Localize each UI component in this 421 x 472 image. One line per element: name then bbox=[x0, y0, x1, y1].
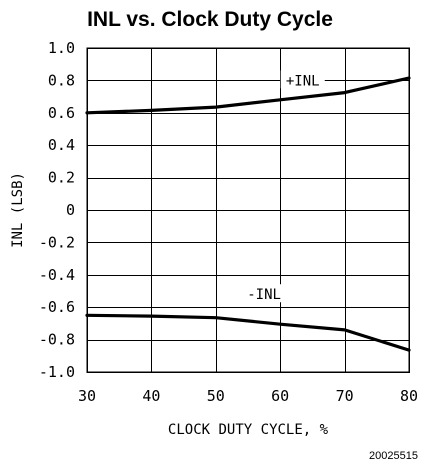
y-tick-label: -0.6 bbox=[39, 298, 75, 316]
x-tick-label: 70 bbox=[336, 387, 354, 405]
series-annotations: +INL -INL bbox=[242, 70, 325, 303]
y-tick-label: 0.8 bbox=[48, 71, 75, 89]
series-annotation-label: -INL bbox=[247, 287, 281, 303]
series-line-minus-inl bbox=[85, 313, 411, 352]
data-series bbox=[85, 76, 411, 352]
x-tick-labels: 30 40 50 60 70 80 bbox=[78, 387, 418, 405]
y-tick-label: 0.2 bbox=[48, 169, 75, 187]
y-tick-label: 0.4 bbox=[48, 136, 75, 154]
y-tick-labels: 1.0 0.8 0.6 0.4 0.2 0 -0.2 -0.4 -0.6 -0.8 -1.0 bbox=[39, 39, 75, 381]
y-tick-label: 1.0 bbox=[48, 39, 75, 57]
y-tick-label: -1.0 bbox=[39, 363, 75, 381]
x-axis-label: CLOCK DUTY CYCLE, % bbox=[168, 422, 329, 438]
y-tick-label: -0.2 bbox=[39, 233, 75, 251]
x-tick-label: 50 bbox=[207, 387, 225, 405]
y-tick-label: -0.8 bbox=[39, 331, 75, 349]
y-tick-label: 0.6 bbox=[48, 104, 75, 122]
x-tick-label: 60 bbox=[271, 387, 289, 405]
y-axis-label: INL (LSB) bbox=[10, 172, 26, 248]
annotation-background bbox=[280, 70, 325, 89]
annotation-background bbox=[242, 284, 287, 303]
series-line-plus-inl bbox=[85, 76, 411, 115]
plot-frame bbox=[86, 47, 410, 373]
chart-title: INL vs. Clock Duty Cycle bbox=[87, 8, 333, 31]
grid-lines bbox=[87, 48, 410, 373]
series-annotation-label: +INL bbox=[286, 73, 320, 89]
x-tick-label: 40 bbox=[142, 387, 160, 405]
y-tick-label: 0 bbox=[66, 201, 75, 219]
y-tick-label: -0.4 bbox=[39, 266, 75, 284]
x-tick-label: 30 bbox=[78, 387, 96, 405]
figure-number: 20025515 bbox=[369, 450, 418, 462]
x-tick-label: 80 bbox=[400, 387, 418, 405]
